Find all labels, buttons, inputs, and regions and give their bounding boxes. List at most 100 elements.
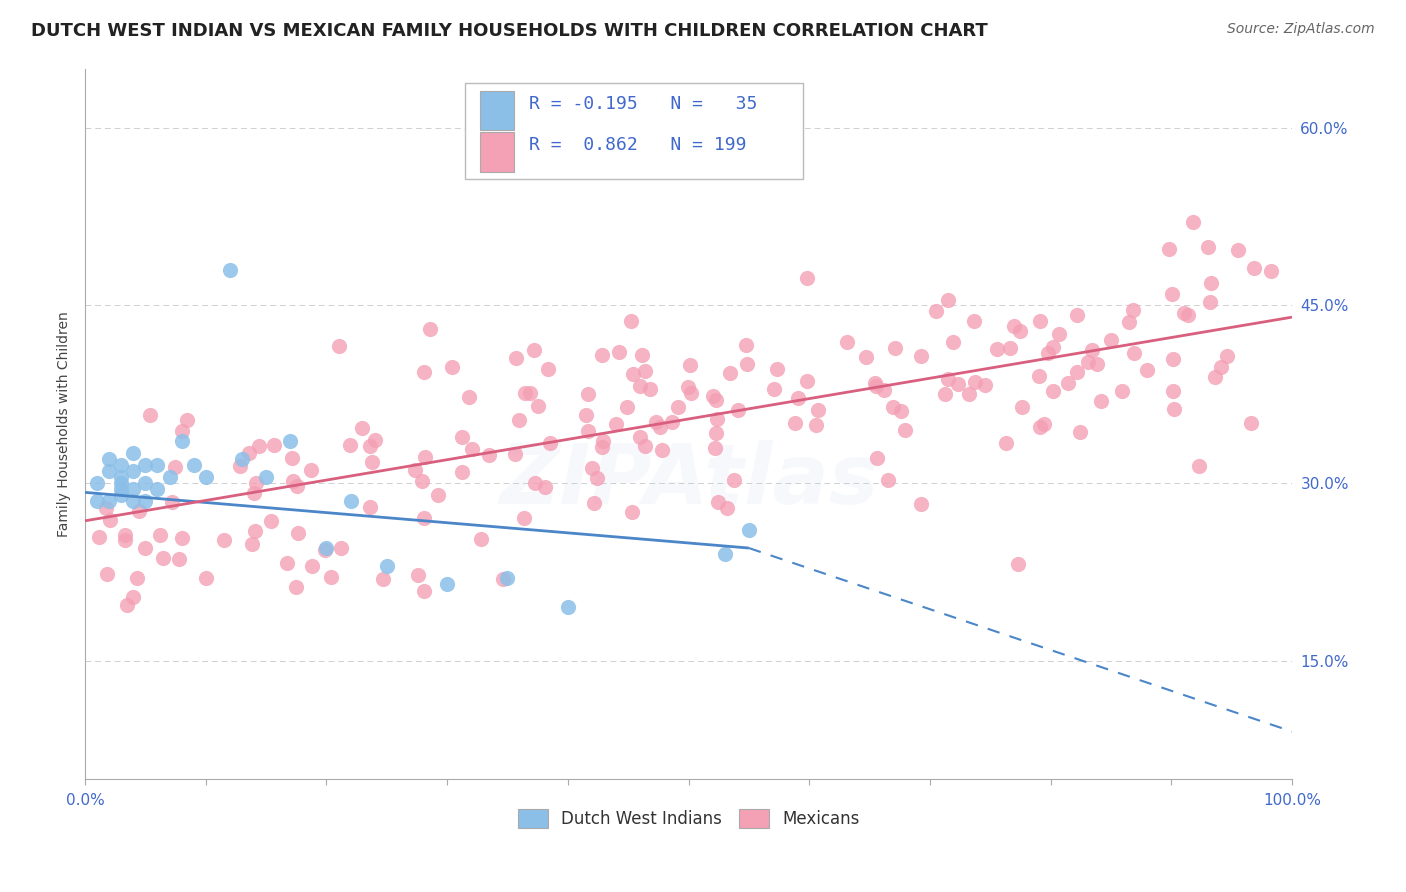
Point bbox=[219, 262, 242, 277]
Point bbox=[973, 377, 995, 392]
Point bbox=[581, 460, 603, 475]
Point bbox=[114, 528, 136, 542]
Point bbox=[98, 464, 121, 478]
Point bbox=[796, 374, 818, 388]
Point bbox=[1122, 303, 1144, 318]
Point bbox=[183, 458, 205, 472]
Point bbox=[412, 365, 434, 379]
Point bbox=[339, 438, 361, 452]
Point bbox=[229, 458, 252, 473]
Point bbox=[766, 362, 789, 376]
Point bbox=[1198, 295, 1220, 310]
Point bbox=[170, 434, 193, 449]
Point bbox=[737, 357, 759, 371]
Point bbox=[115, 598, 138, 612]
Point bbox=[134, 475, 156, 490]
Point bbox=[260, 515, 283, 529]
Point bbox=[513, 385, 536, 400]
Point bbox=[98, 513, 121, 527]
Point bbox=[1011, 400, 1033, 414]
Point bbox=[263, 438, 285, 452]
Point bbox=[651, 443, 673, 458]
Point bbox=[167, 551, 190, 566]
Point bbox=[240, 536, 263, 550]
Point bbox=[963, 375, 986, 389]
Point bbox=[884, 341, 907, 355]
Point bbox=[287, 525, 309, 540]
Point bbox=[702, 389, 724, 403]
Point bbox=[796, 270, 818, 285]
Point bbox=[998, 341, 1021, 355]
Point bbox=[110, 458, 132, 472]
Point bbox=[359, 439, 381, 453]
Point bbox=[679, 358, 702, 372]
Point bbox=[1161, 352, 1184, 367]
Point bbox=[328, 339, 350, 353]
Point bbox=[995, 435, 1018, 450]
Point bbox=[583, 496, 606, 510]
Point bbox=[1066, 309, 1088, 323]
Point bbox=[942, 334, 965, 349]
Point bbox=[301, 559, 323, 574]
Point bbox=[837, 335, 859, 350]
Point bbox=[339, 493, 361, 508]
Point bbox=[451, 430, 474, 444]
Point bbox=[436, 576, 458, 591]
Point bbox=[628, 379, 651, 393]
Point bbox=[1209, 360, 1232, 375]
Point bbox=[1187, 458, 1209, 473]
Point bbox=[1173, 305, 1195, 319]
Text: R = -0.195   N =   35: R = -0.195 N = 35 bbox=[529, 95, 758, 112]
Text: R =  0.862   N = 199: R = 0.862 N = 199 bbox=[529, 136, 747, 154]
Point bbox=[1085, 357, 1108, 371]
Point bbox=[125, 571, 148, 585]
Point bbox=[787, 392, 810, 406]
Point bbox=[86, 493, 108, 508]
Point bbox=[723, 473, 745, 487]
Point bbox=[1163, 401, 1185, 416]
Point bbox=[925, 304, 948, 318]
Point bbox=[1028, 369, 1050, 384]
Point bbox=[1260, 263, 1282, 277]
Point bbox=[533, 480, 555, 494]
Point bbox=[165, 460, 187, 475]
Point bbox=[508, 412, 530, 426]
Point bbox=[575, 408, 598, 422]
Point bbox=[276, 556, 298, 570]
Point bbox=[648, 420, 671, 434]
Point bbox=[576, 424, 599, 438]
Point bbox=[134, 458, 156, 472]
Text: DUTCH WEST INDIAN VS MEXICAN FAMILY HOUSEHOLDS WITH CHILDREN CORRELATION CHART: DUTCH WEST INDIAN VS MEXICAN FAMILY HOUS… bbox=[31, 22, 987, 40]
Point bbox=[98, 452, 121, 467]
Point bbox=[146, 458, 169, 472]
Point bbox=[503, 447, 526, 461]
Point bbox=[413, 450, 436, 464]
Bar bbox=[479, 132, 513, 171]
Point bbox=[238, 446, 260, 460]
Point bbox=[872, 383, 894, 397]
Point bbox=[910, 349, 932, 363]
Point bbox=[526, 399, 548, 413]
Point bbox=[1182, 215, 1205, 229]
Point bbox=[413, 584, 436, 599]
Bar bbox=[465, 83, 803, 178]
Point bbox=[278, 434, 301, 449]
Point bbox=[1204, 369, 1226, 384]
Point bbox=[1077, 355, 1099, 369]
Point bbox=[247, 439, 270, 453]
Point bbox=[299, 463, 322, 477]
Point bbox=[359, 500, 381, 514]
Point bbox=[1028, 314, 1050, 328]
Point bbox=[1123, 346, 1146, 360]
Point bbox=[170, 531, 193, 545]
Point bbox=[122, 493, 145, 508]
Point bbox=[644, 415, 666, 429]
Point bbox=[713, 547, 735, 561]
Point bbox=[212, 533, 235, 548]
Point bbox=[1057, 376, 1080, 391]
Point bbox=[457, 390, 479, 404]
Point bbox=[411, 475, 433, 489]
Point bbox=[621, 368, 644, 382]
Point bbox=[804, 417, 827, 432]
Legend: Dutch West Indians, Mexicans: Dutch West Indians, Mexicans bbox=[510, 802, 866, 835]
